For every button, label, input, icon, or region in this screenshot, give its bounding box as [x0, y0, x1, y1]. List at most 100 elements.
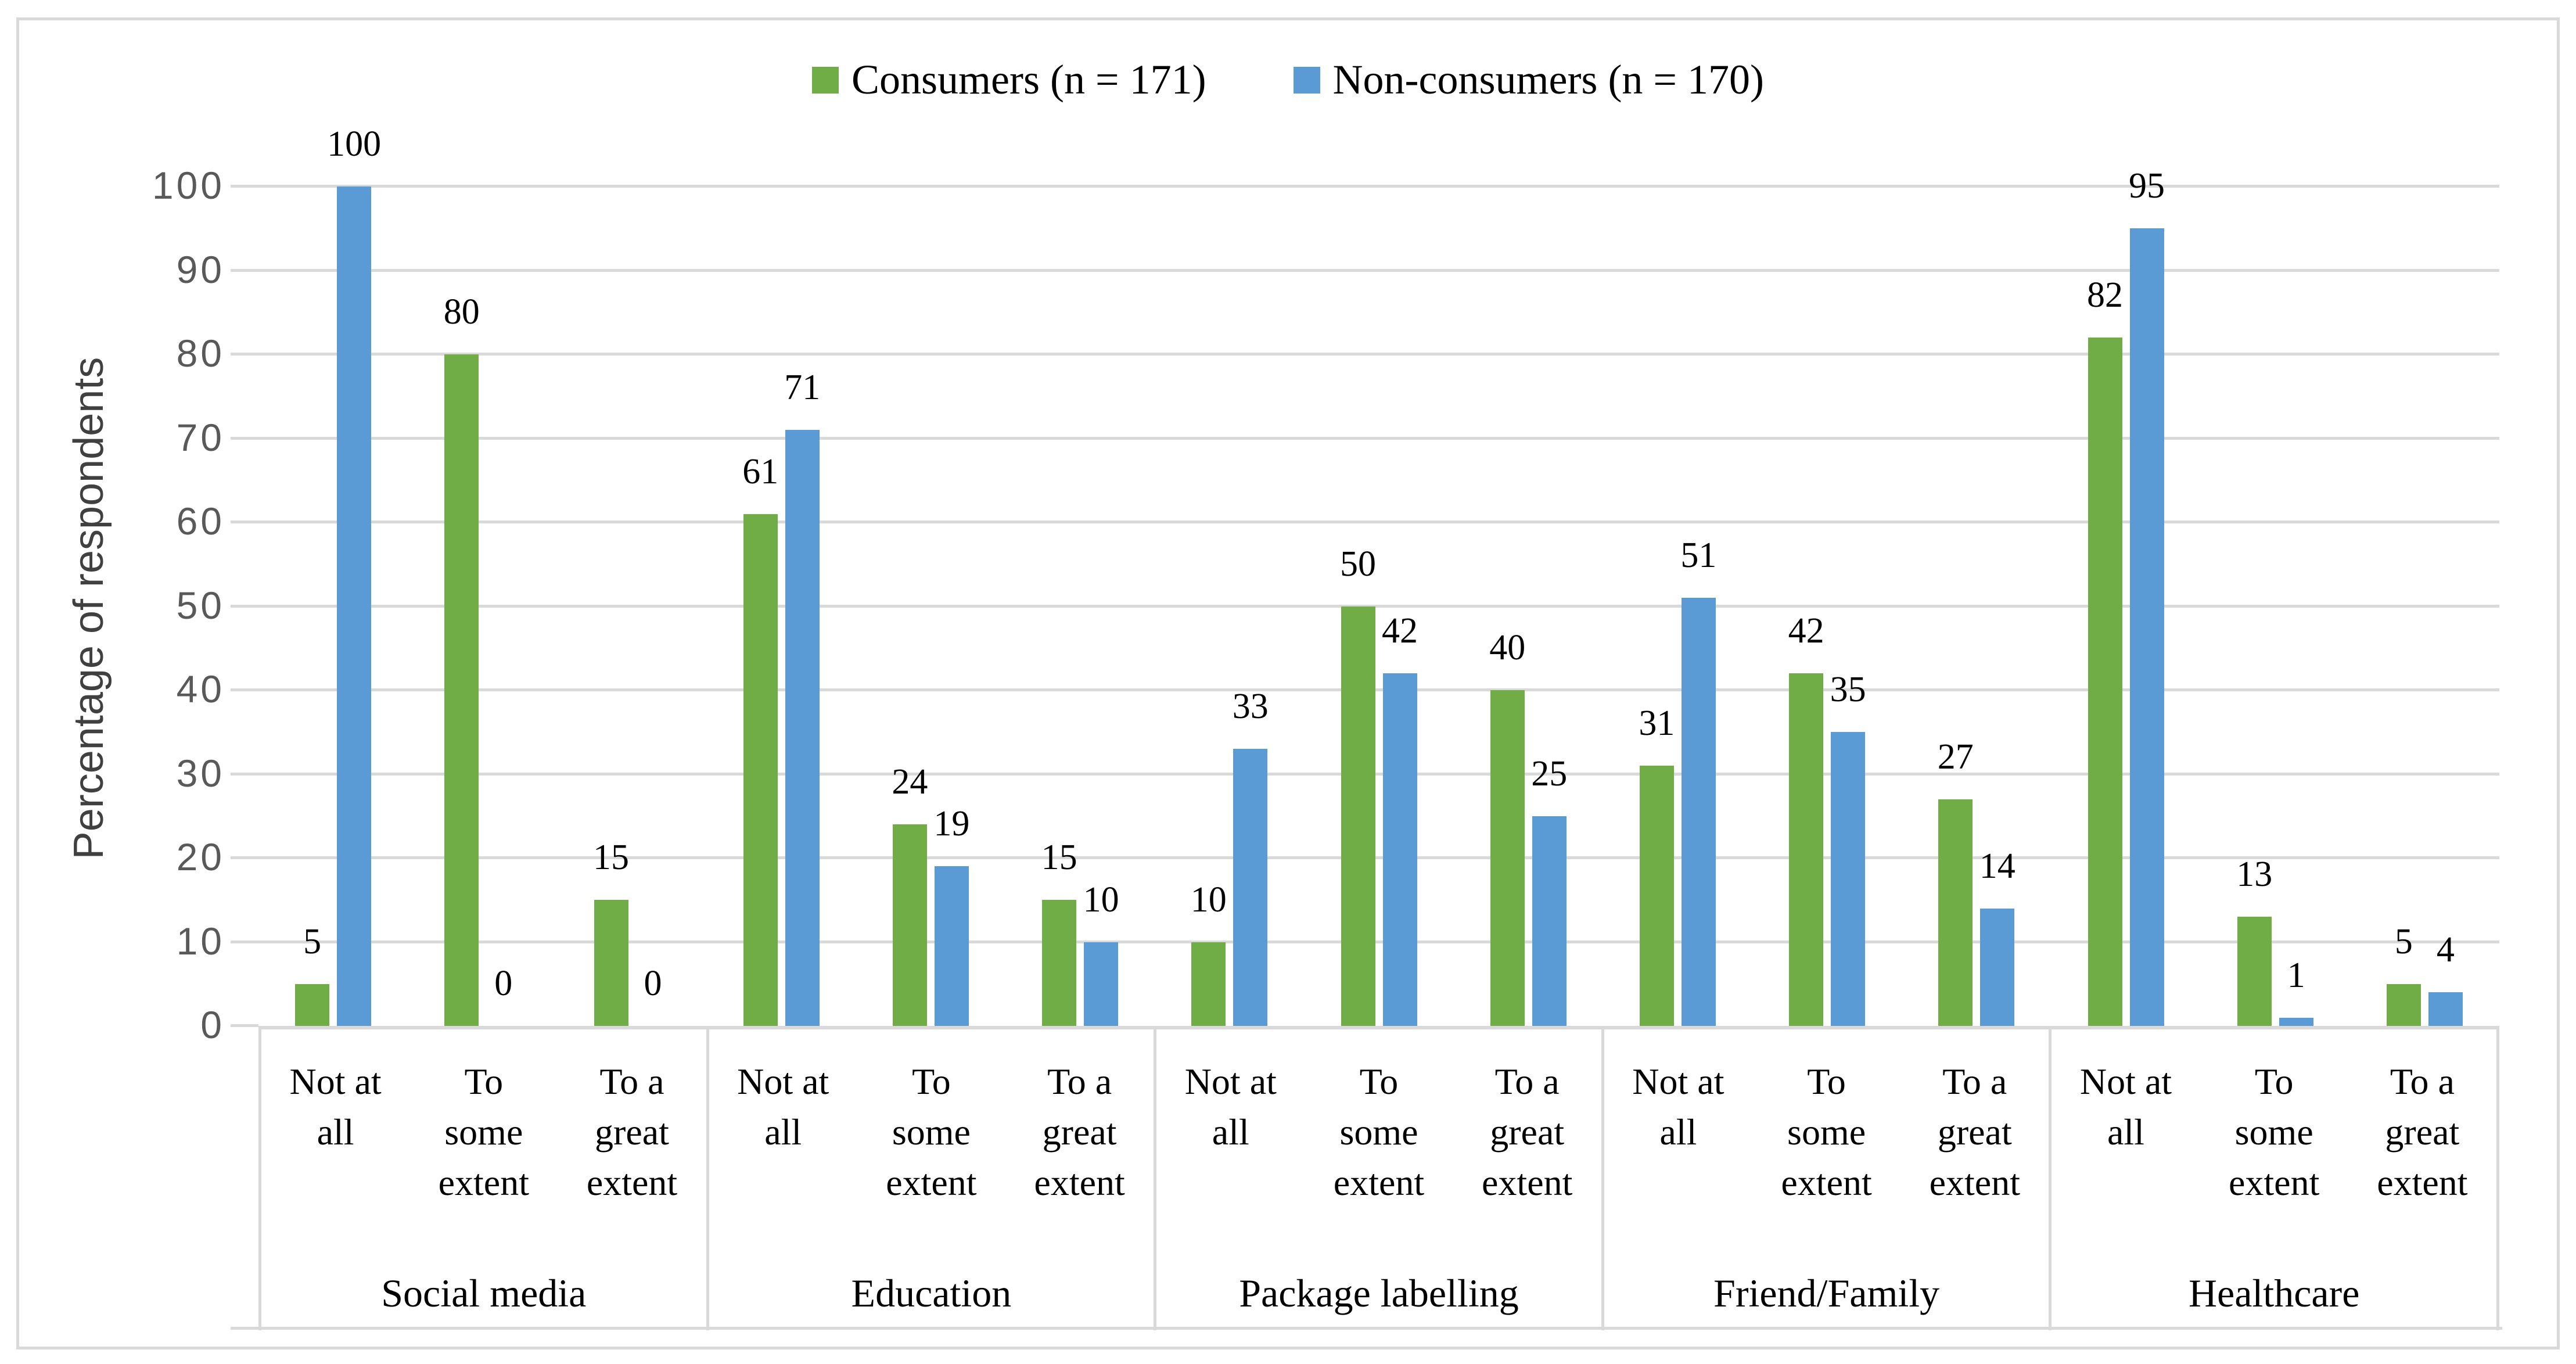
y-axis-tick: [231, 604, 258, 608]
x-axis-subcategory-cell: To a great extent: [1005, 1029, 1154, 1208]
data-label: 27: [1937, 737, 1974, 777]
data-label: 0: [494, 964, 513, 1003]
bar-non-consumers: [1681, 598, 1716, 1026]
y-axis-tick: [231, 268, 258, 272]
x-axis-subcategory-cell: Not at all: [261, 1029, 409, 1157]
data-label: 100: [327, 124, 382, 164]
data-label: 31: [1639, 703, 1675, 744]
x-axis-subcategory-cell: To a great extent: [1900, 1029, 2049, 1208]
data-label: 0: [644, 964, 662, 1003]
data-label: 40: [1489, 628, 1526, 667]
bar-non-consumers: [785, 430, 820, 1026]
data-label: 71: [784, 368, 821, 408]
x-axis-subcategory-cell: Not at all: [1156, 1029, 1305, 1157]
y-axis-tick-label: 0: [200, 1003, 225, 1046]
data-label: 10: [1190, 880, 1227, 920]
data-label: 14: [1979, 846, 2015, 886]
bar-non-consumers: [1382, 673, 1417, 1026]
x-axis-subcategory-cell: To a great extent: [1453, 1029, 1601, 1208]
y-axis-tick-label: 50: [176, 583, 225, 627]
x-axis-group-cell: Not at all To some extent To a great exten…: [258, 1029, 706, 1330]
y-axis-tick-label: 30: [176, 751, 225, 795]
bar-non-consumers: [2428, 992, 2463, 1026]
gridline: [258, 353, 2499, 356]
data-label: 4: [2436, 930, 2455, 970]
x-axis-subcategory-label: To a great extent: [2377, 1061, 2468, 1204]
x-axis-bottom-line: [231, 1327, 2502, 1330]
data-label: 80: [443, 292, 480, 332]
bar-consumers: [1191, 942, 1226, 1026]
data-label: 35: [1830, 670, 1866, 710]
legend: Consumers (n = 171) Non-consumers (n = 1…: [0, 56, 2576, 104]
y-axis-tick: [231, 772, 258, 776]
x-axis-subcategory-cell: Not at all: [709, 1029, 857, 1157]
data-label: 1: [2287, 955, 2305, 995]
bar-non-consumers: [1980, 908, 2015, 1026]
bar-non-consumers: [337, 186, 372, 1026]
x-axis-group-label: Friend/Family: [1713, 1271, 1940, 1315]
bar-consumers: [444, 354, 479, 1026]
bar-consumers: [1639, 766, 1674, 1026]
y-axis-tick: [231, 1024, 258, 1027]
legend-swatch-consumers: [811, 66, 839, 94]
data-label: 5: [2394, 921, 2413, 961]
data-label: 50: [1340, 544, 1376, 584]
bar-consumers: [1938, 799, 1973, 1026]
x-axis-group-cell: Not at all To some extent To a great exten…: [1154, 1029, 1601, 1330]
data-label: 33: [1232, 687, 1269, 727]
x-axis-group-label: Package labelling: [1239, 1271, 1519, 1315]
data-label: 15: [593, 838, 629, 878]
legend-item-non-consumers: Non-consumers (n = 170): [1293, 56, 1764, 104]
bar-consumers: [892, 824, 927, 1026]
bar-non-consumers: [2279, 1017, 2313, 1026]
y-axis-tick: [231, 521, 258, 523]
y-axis-tick-label: 20: [176, 835, 225, 878]
x-axis-subcategory-label: Not at all: [737, 1061, 829, 1153]
x-axis-category-table: Not at all To some extent To a great exten…: [258, 1026, 2499, 1330]
bar-consumers: [1341, 606, 1375, 1026]
gridline: [258, 521, 2499, 523]
y-axis-tick-label: 10: [176, 919, 225, 963]
data-label: 5: [303, 921, 322, 961]
gridline: [258, 940, 2499, 943]
x-axis-subcategory-label: To some extent: [886, 1061, 977, 1204]
x-axis-subcategory-label: To a great extent: [1929, 1061, 2020, 1204]
y-axis-tick: [231, 940, 258, 943]
legend-swatch-non-consumers: [1293, 66, 1320, 94]
bar-non-consumers: [1532, 816, 1567, 1026]
bar-non-consumers: [1831, 732, 1866, 1026]
gridline: [258, 185, 2499, 188]
data-label: 15: [1041, 838, 1077, 878]
x-axis-subcategory-label: To some extent: [2228, 1061, 2320, 1204]
data-label: 19: [933, 804, 970, 844]
plot-area: 0 10 20 30 40 50 60 70 80 90 100 5 100 80 0 15 0 61 71 24 19…: [152, 126, 2499, 1044]
bar-consumers: [295, 983, 330, 1026]
x-axis-subcategory-label: To a great extent: [1034, 1061, 1125, 1204]
gridline: [258, 856, 2499, 859]
bar-consumers: [1042, 900, 1077, 1026]
bar-non-consumers: [1084, 942, 1119, 1026]
x-axis-subcategory-label: To some extent: [1781, 1061, 1872, 1204]
bar-non-consumers: [1233, 749, 1268, 1026]
data-label: 51: [1680, 536, 1717, 576]
x-axis-subcategory-label: Not at all: [289, 1061, 382, 1153]
gridline: [258, 688, 2499, 691]
x-axis-group-cell: Not at all To some extent To a great exten…: [2049, 1029, 2499, 1330]
x-axis-group-label: Education: [851, 1271, 1012, 1315]
data-label: 24: [892, 762, 928, 802]
y-axis-tick: [231, 436, 258, 440]
x-axis-group-label: Healthcare: [2188, 1271, 2360, 1315]
x-axis-subcategory-cell: To some extent: [857, 1029, 1005, 1208]
x-axis-subcategory-cell: To some extent: [409, 1029, 558, 1208]
x-axis-subcategory-cell: To some extent: [1752, 1029, 1900, 1208]
x-axis-group-cell: Not at all To some extent To a great exten…: [706, 1029, 1154, 1330]
gridline: [258, 604, 2499, 608]
x-axis-group-label: Social media: [381, 1271, 587, 1315]
x-axis-group-cell: Not at all To some extent To a great exten…: [1601, 1029, 2049, 1330]
x-axis-subcategory-label: To some extent: [1333, 1061, 1425, 1204]
legend-label-consumers: Consumers (n = 171): [851, 56, 1206, 103]
y-axis-tick-label: 70: [176, 415, 225, 459]
x-axis-subcategory-label: Not at all: [1184, 1061, 1277, 1153]
data-label: 61: [742, 451, 779, 491]
